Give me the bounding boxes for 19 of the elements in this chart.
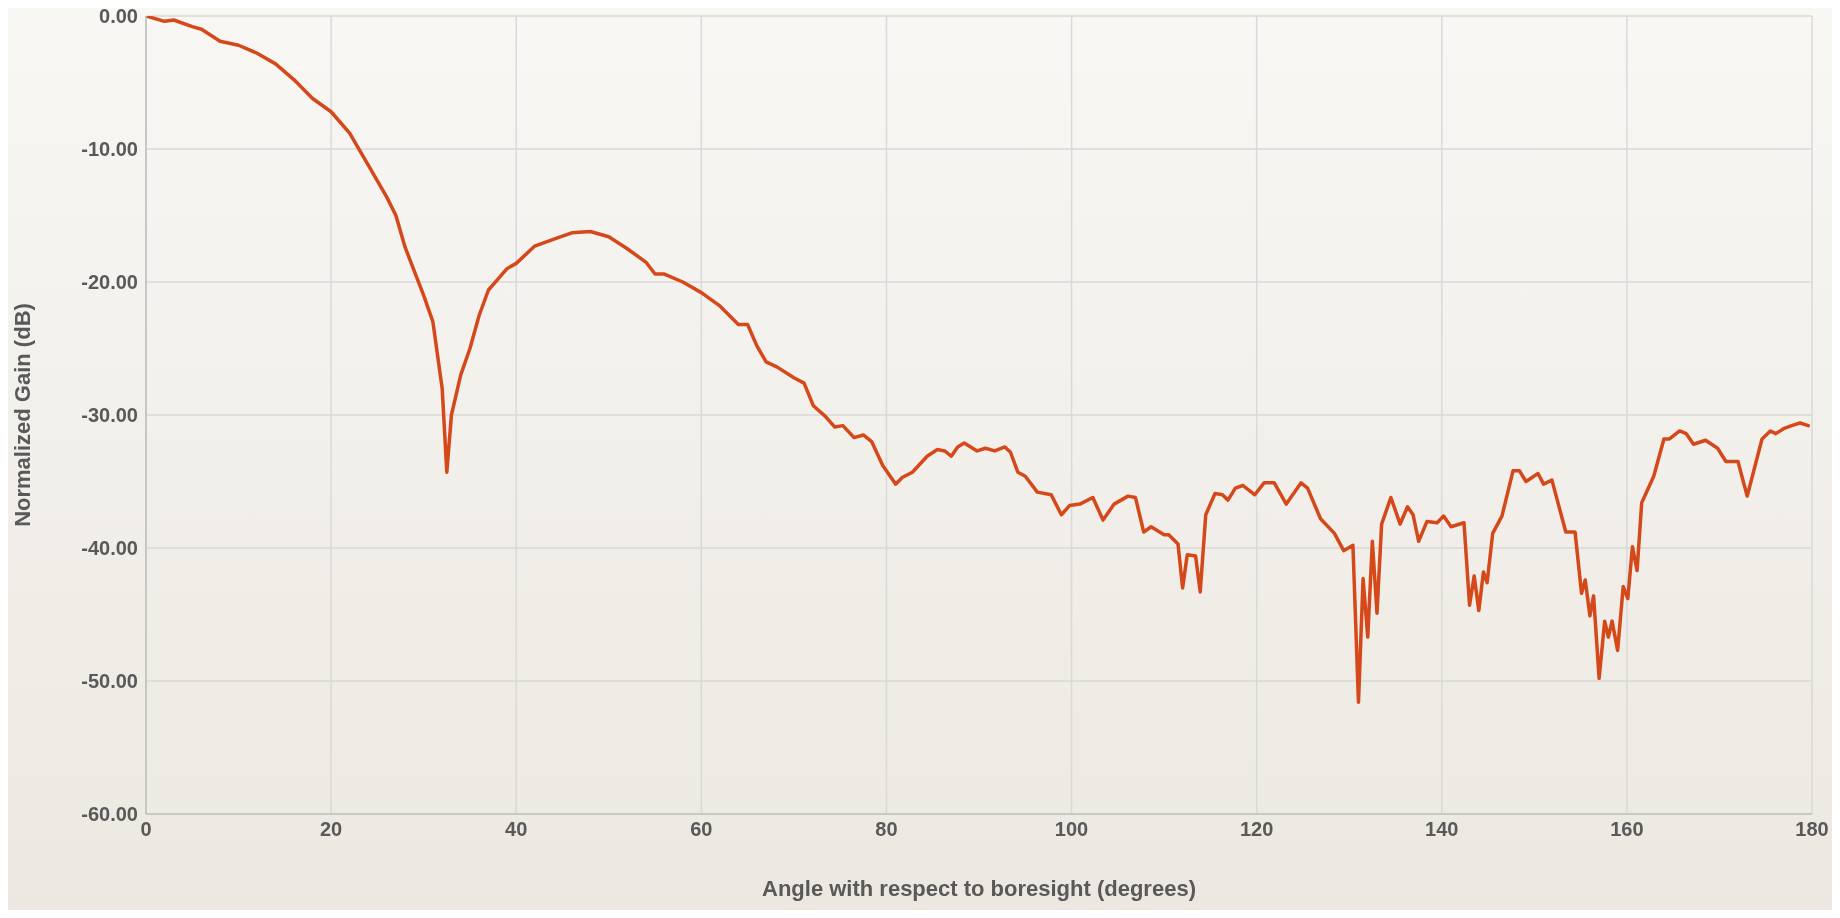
x-tick-label: 60 <box>690 818 713 841</box>
y-tick-label: 0.00 <box>99 5 138 28</box>
x-tick-label: 0 <box>140 818 152 841</box>
y-tick-label: -40.00 <box>81 537 138 560</box>
x-tick-label: 160 <box>1610 818 1644 841</box>
y-tick-label: -30.00 <box>81 404 138 427</box>
y-tick-label: -20.00 <box>81 271 138 294</box>
x-tick-label: 180 <box>1795 818 1829 841</box>
x-tick-label: 40 <box>505 818 528 841</box>
y-tick-label: -50.00 <box>81 670 138 693</box>
x-axis-title: Angle with respect to boresight (degrees) <box>762 876 1196 901</box>
x-tick-label: 120 <box>1239 818 1274 841</box>
y-tick-label: -60.00 <box>81 803 138 826</box>
x-tick-label: 140 <box>1425 818 1459 841</box>
x-tick-label: 100 <box>1054 818 1089 841</box>
y-tick-label: -10.00 <box>81 138 138 161</box>
x-tick-label: 20 <box>319 818 343 841</box>
x-tick-label: 80 <box>875 818 898 841</box>
y-axis-title: Normalized Gain (dB) <box>9 303 35 527</box>
